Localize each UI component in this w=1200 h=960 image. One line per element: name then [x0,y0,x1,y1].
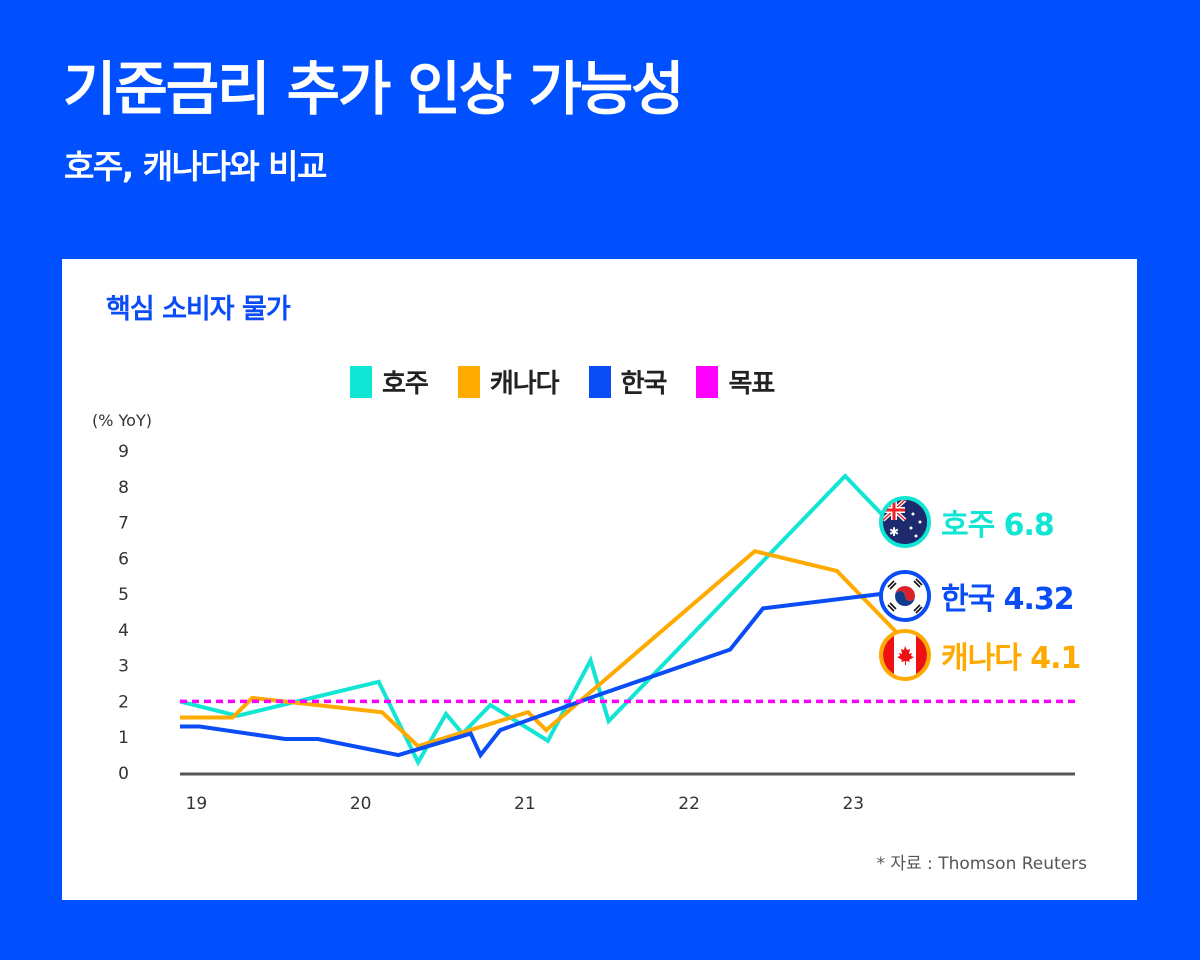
chart-title: 핵심 소비자 물가 [106,294,291,325]
svg-text:✱: ✱ [889,525,899,539]
y-tick-label: 0 [118,764,129,784]
legend-label: 한국 [620,369,668,399]
callout-label-canada: 캐나다 4.1 [941,641,1081,676]
legend-item-canada: 캐나다 [457,363,560,400]
y-tick-label: 7 [118,514,129,534]
y-tick-label: 5 [118,585,129,605]
legend-label: 호주 [382,369,429,399]
callout-canada: 캐나다 4.1 [879,629,1081,681]
y-tick-label: 4 [118,621,129,641]
y-tick-label: 2 [118,692,129,712]
legend-item-korea: 한국 [588,363,668,400]
y-tick-label: 1 [118,728,129,748]
canada-flag-icon [879,629,931,681]
y-axis-unit-label: (% YoY) [92,411,152,430]
page-subtitle: 호주, 캐나다와 비교 [64,147,327,186]
source-note: * 자료 : Thomson Reuters [876,854,1087,874]
legend-label: 캐나다 [489,369,560,399]
callout-label-australia: 호주 6.8 [941,508,1055,543]
legend-swatch-korea [588,365,611,398]
y-tick-label: 3 [118,657,129,677]
legend-swatch-canada [457,365,480,398]
legend-item-target: 목표 [696,363,775,400]
x-tick-label: 22 [678,794,700,814]
legend-swatch-australia [350,365,372,398]
x-tick-label: 19 [186,794,208,814]
australia-flag-icon: ✱ [879,496,931,548]
series-line-australia [179,473,885,767]
legend: 호주 캐나다 한국 목표 [350,363,804,400]
callout-label-korea: 한국 4.32 [941,582,1075,617]
y-tick-label: 9 [118,442,129,462]
callout-korea: 한국 4.32 [879,570,1075,622]
y-tick-label: 8 [118,478,129,498]
page-title: 기준금리 추가 인상 가능성 [63,55,685,123]
legend-label: 목표 [728,369,775,399]
series-line-canada [180,549,900,749]
legend-swatch-target [696,365,719,398]
legend-item-australia: 호주 [350,363,429,400]
korea-flag-icon [879,570,931,622]
series-line-korea [180,592,880,759]
x-tick-label: 21 [514,794,536,814]
x-tick-label: 23 [842,794,864,814]
y-tick-label: 6 [118,549,129,569]
x-tick-label: 20 [350,794,372,814]
callout-australia: ✱ 호주 6.8 [879,496,1055,548]
